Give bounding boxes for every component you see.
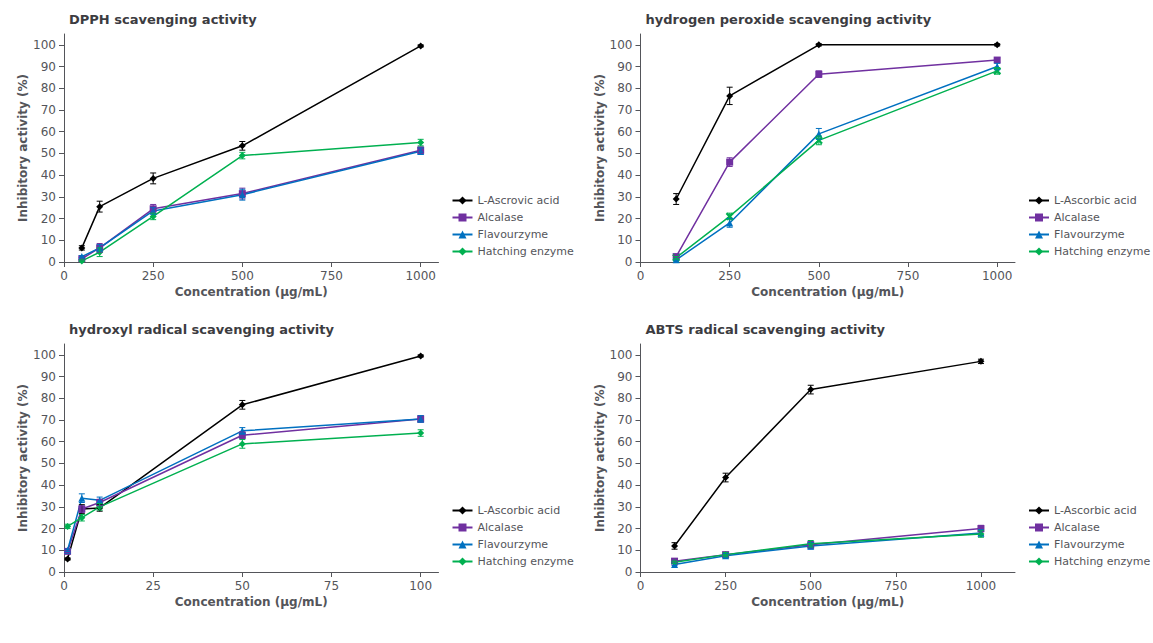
svg-text:10: 10 [41,233,56,247]
svg-text:50: 50 [235,579,250,593]
svg-text:L-Ascorbic acid: L-Ascorbic acid [478,504,561,517]
svg-text:Alcalase: Alcalase [478,521,524,534]
svg-text:Concentration (μg/mL): Concentration (μg/mL) [751,595,904,609]
svg-text:80: 80 [617,391,632,405]
svg-text:1000: 1000 [966,579,997,593]
svg-text:30: 30 [617,500,632,514]
svg-text:10: 10 [41,543,56,557]
svg-text:500: 500 [807,269,830,283]
svg-text:70: 70 [617,103,632,117]
svg-text:Hatching enzyme: Hatching enzyme [478,555,575,568]
svg-text:0: 0 [60,579,68,593]
svg-text:70: 70 [617,413,632,427]
svg-text:500: 500 [799,579,822,593]
svg-text:hydroxyl radical scavenging ac: hydroxyl radical scavenging activity [69,322,335,337]
svg-text:Inhibitory activity (%): Inhibitory activity (%) [16,384,30,532]
svg-text:100: 100 [33,348,56,362]
svg-text:75: 75 [324,579,339,593]
svg-text:20: 20 [617,212,632,226]
svg-text:0: 0 [637,269,645,283]
svg-text:10: 10 [617,543,632,557]
svg-text:50: 50 [41,456,56,470]
svg-text:Concentration (μg/mL): Concentration (μg/mL) [751,285,904,299]
svg-text:0: 0 [48,255,56,269]
svg-text:Hatching enzyme: Hatching enzyme [1054,245,1151,258]
svg-text:750: 750 [320,269,343,283]
svg-text:100: 100 [33,38,56,52]
svg-text:0: 0 [60,269,68,283]
svg-text:Inhibitory activity (%): Inhibitory activity (%) [16,74,30,222]
svg-text:25: 25 [146,579,161,593]
svg-text:750: 750 [897,269,920,283]
svg-text:Alcalase: Alcalase [1054,521,1100,534]
svg-text:90: 90 [41,370,56,384]
svg-text:Concentration (μg/mL): Concentration (μg/mL) [175,285,328,299]
svg-text:50: 50 [41,146,56,160]
svg-text:40: 40 [41,478,56,492]
svg-text:Flavourzyme: Flavourzyme [1054,228,1125,241]
svg-text:Flavourzyme: Flavourzyme [478,228,549,241]
svg-text:10: 10 [617,233,632,247]
svg-text:500: 500 [231,269,254,283]
svg-text:Inhibitory activity (%): Inhibitory activity (%) [593,74,607,222]
svg-text:250: 250 [718,269,741,283]
svg-text:0: 0 [625,565,633,579]
svg-text:50: 50 [617,146,632,160]
svg-text:20: 20 [617,522,632,536]
svg-text:20: 20 [41,212,56,226]
svg-text:0: 0 [625,255,633,269]
svg-text:750: 750 [884,579,907,593]
svg-text:30: 30 [617,190,632,204]
svg-text:Flavourzyme: Flavourzyme [1054,538,1125,551]
svg-text:80: 80 [617,81,632,95]
svg-text:100: 100 [409,579,432,593]
svg-text:Hatching enzyme: Hatching enzyme [1054,555,1151,568]
svg-text:90: 90 [617,60,632,74]
svg-text:250: 250 [714,579,737,593]
svg-text:60: 60 [41,435,56,449]
svg-text:Flavourzyme: Flavourzyme [478,538,549,551]
svg-text:30: 30 [41,190,56,204]
svg-text:1000: 1000 [982,269,1013,283]
svg-text:70: 70 [41,413,56,427]
svg-text:L-Ascorbic acid: L-Ascorbic acid [1054,194,1137,207]
svg-text:1000: 1000 [405,269,436,283]
svg-text:90: 90 [41,60,56,74]
svg-text:L-Ascrovic acid: L-Ascrovic acid [478,194,560,207]
svg-text:Alcalase: Alcalase [1054,211,1100,224]
svg-text:250: 250 [142,269,165,283]
svg-text:90: 90 [617,370,632,384]
svg-text:Alcalase: Alcalase [478,211,524,224]
svg-text:50: 50 [617,456,632,470]
svg-text:Inhibitory activity (%): Inhibitory activity (%) [593,384,607,532]
svg-text:0: 0 [48,565,56,579]
svg-text:0: 0 [637,579,645,593]
svg-text:ABTS radical scavenging activi: ABTS radical scavenging activity [646,322,886,337]
svg-text:DPPH scavenging activity: DPPH scavenging activity [69,12,257,27]
svg-text:40: 40 [617,478,632,492]
svg-text:60: 60 [617,435,632,449]
svg-text:100: 100 [610,348,633,362]
svg-text:60: 60 [41,125,56,139]
svg-text:40: 40 [617,168,632,182]
svg-text:80: 80 [41,81,56,95]
svg-text:L-Ascorbic acid: L-Ascorbic acid [1054,504,1137,517]
svg-text:Hatching enzyme: Hatching enzyme [478,245,575,258]
svg-text:Concentration (μg/mL): Concentration (μg/mL) [175,595,328,609]
svg-text:20: 20 [41,522,56,536]
svg-text:60: 60 [617,125,632,139]
svg-text:100: 100 [610,38,633,52]
svg-text:30: 30 [41,500,56,514]
svg-text:40: 40 [41,168,56,182]
svg-text:80: 80 [41,391,56,405]
svg-text:hydrogen peroxide scavenging a: hydrogen peroxide scavenging activity [646,12,932,27]
svg-text:70: 70 [41,103,56,117]
